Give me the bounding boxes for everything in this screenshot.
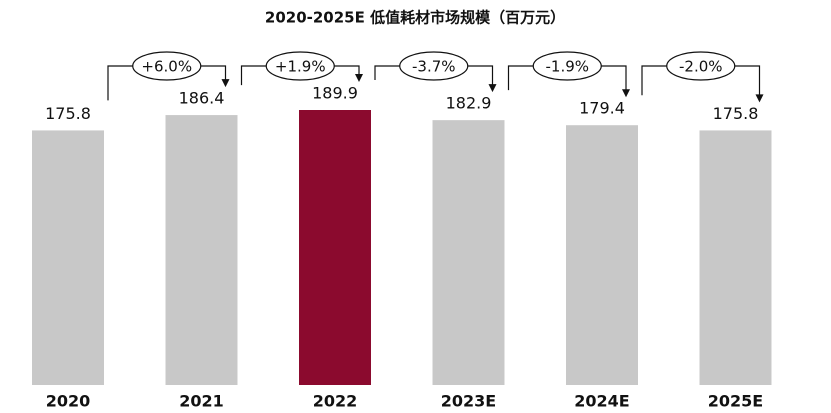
x-tick-label: 2025E <box>708 392 763 411</box>
chart-title: 2020-2025E 低值耗材市场规模（百万元） <box>265 9 565 27</box>
value-label: 182.9 <box>446 94 492 113</box>
growth-bubble <box>532 51 602 81</box>
x-tick-label: 2024E <box>574 392 629 411</box>
growth-label: -3.7% <box>412 58 456 76</box>
value-label: 189.9 <box>312 84 358 103</box>
x-tick-label: 2020 <box>46 392 91 411</box>
bar <box>566 125 638 385</box>
growth-label: -2.0% <box>679 58 723 76</box>
bar <box>165 115 238 386</box>
x-tick-label: 2021 <box>179 392 224 411</box>
growth-label: +6.0% <box>141 58 192 76</box>
x-tick-label: 2022 <box>313 392 358 411</box>
arrow-head <box>488 84 497 93</box>
arrow-head <box>355 74 363 82</box>
value-label: 186.4 <box>179 89 225 108</box>
bar <box>699 130 772 385</box>
value-label: 179.4 <box>579 99 625 118</box>
bar <box>432 120 505 386</box>
arrow-head <box>221 79 230 88</box>
growth-bubble <box>399 51 469 81</box>
x-tick-label: 2023E <box>441 392 496 411</box>
value-label: 175.8 <box>713 104 759 123</box>
growth-bubble <box>265 51 335 81</box>
growth-bubble <box>666 51 736 81</box>
bar <box>32 130 104 385</box>
value-label: 175.8 <box>45 104 91 123</box>
arrow-head <box>755 94 764 103</box>
growth-label: -1.9% <box>545 58 589 76</box>
growth-bubble <box>132 51 202 81</box>
bar <box>299 110 371 385</box>
growth-label: +1.9% <box>275 58 326 76</box>
arrow-head <box>622 89 630 98</box>
